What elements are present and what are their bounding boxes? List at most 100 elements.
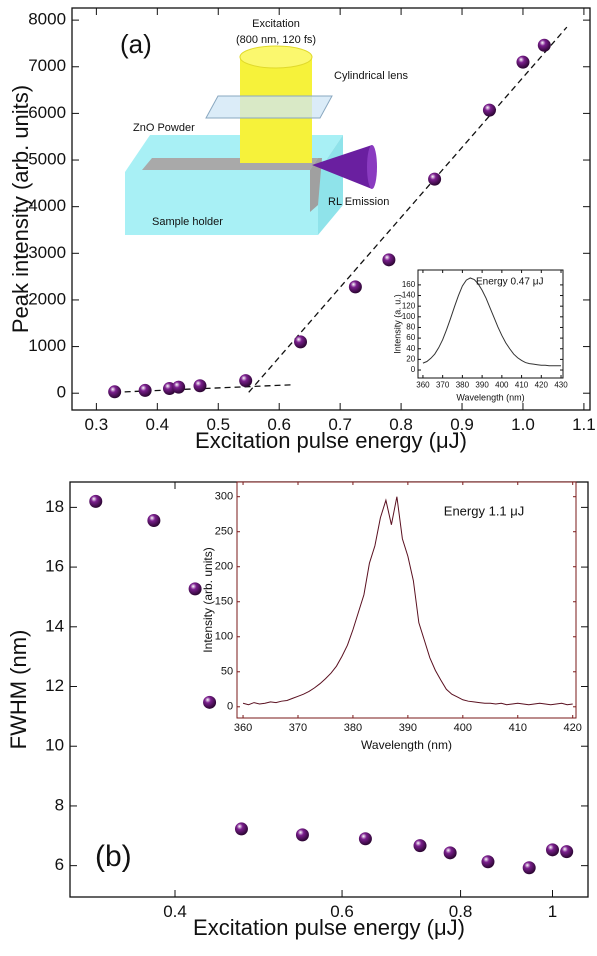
x-axis-title: Wavelength (nm) <box>456 392 524 402</box>
y-tick-label: 8 <box>55 795 64 814</box>
holder-front <box>125 172 318 235</box>
x-tick-label: 0.8 <box>389 415 413 434</box>
x-tick-label: 360 <box>234 722 252 734</box>
x-tick-label: 1 <box>548 902 557 921</box>
y-axis-title: Intensity (a. u.) <box>392 294 402 354</box>
y-tick-label: 6 <box>55 855 64 874</box>
schematic-label: ZnO Powder <box>133 122 195 134</box>
data-point <box>537 38 551 52</box>
y-tick-label: 160 <box>402 280 416 289</box>
data-point <box>188 582 202 596</box>
y-tick-label: 6000 <box>28 103 66 122</box>
data-point <box>428 172 442 186</box>
y-tick-label: 10 <box>45 736 64 755</box>
data-point <box>522 861 536 875</box>
data-point <box>482 103 496 117</box>
x-tick-label: 0.9 <box>450 415 474 434</box>
data-point <box>443 846 457 860</box>
data-point <box>348 280 362 294</box>
panel-label: (a) <box>120 29 152 59</box>
y-tick-label: 4000 <box>28 196 66 215</box>
schematic-label: RL Emission <box>328 196 389 208</box>
powder-side <box>310 158 322 212</box>
y-tick-label: 50 <box>221 666 233 678</box>
y-axis-title: Intensity (arb. units) <box>201 547 215 652</box>
schematic-label: Cylindrical lens <box>334 70 408 82</box>
data-point <box>358 832 372 846</box>
data-point <box>147 514 161 528</box>
y-tick-label: 5000 <box>28 150 66 169</box>
data-point <box>138 383 152 397</box>
x-axis-title: Wavelength (nm) <box>361 738 452 752</box>
data-point <box>108 385 122 399</box>
fit-line <box>248 26 568 393</box>
y-tick-label: 80 <box>406 323 415 332</box>
y-tick-label: 100 <box>402 312 416 321</box>
y-tick-label: 1000 <box>28 336 66 355</box>
y-tick-label: 100 <box>215 631 233 643</box>
schematic-label: Sample holder <box>152 216 223 228</box>
inset-title: Energy 0.47 μJ <box>476 277 543 288</box>
x-tick-label: 0.5 <box>206 415 230 434</box>
x-tick-label: 410 <box>515 380 529 389</box>
beam-top <box>239 45 313 69</box>
x-tick-label: 1.1 <box>572 415 596 434</box>
inset-title: Energy 1.1 μJ <box>444 503 524 518</box>
y-tick-label: 18 <box>45 497 64 516</box>
data-point <box>295 828 309 842</box>
data-point <box>545 843 559 857</box>
data-point <box>239 374 253 388</box>
spectrum-line <box>242 496 573 706</box>
data-point <box>203 695 217 709</box>
spectrum-line <box>422 277 562 367</box>
y-tick-label: 3000 <box>28 243 66 262</box>
y-tick-label: 0 <box>411 365 416 374</box>
data-point <box>481 855 495 869</box>
y-tick-label: 40 <box>406 344 415 353</box>
x-tick-label: 420 <box>564 722 582 734</box>
y-tick-label: 0 <box>227 701 233 713</box>
inset-background <box>237 482 576 718</box>
y-tick-label: 7000 <box>28 56 66 75</box>
x-tick-label: 1.0 <box>511 415 535 434</box>
y-axis-title: Peak intensity (arb. units) <box>8 85 33 333</box>
plot-frame <box>71 7 591 411</box>
panel-label: (b) <box>95 840 132 873</box>
y-tick-label: 200 <box>215 561 233 573</box>
x-tick-label: 0.7 <box>328 415 352 434</box>
y-tick-label: 140 <box>402 291 416 300</box>
y-tick-label: 16 <box>45 557 64 576</box>
x-tick-label: 0.3 <box>85 415 109 434</box>
data-point <box>413 839 427 853</box>
schematic-label: Excitation <box>252 18 300 30</box>
y-tick-label: 14 <box>45 616 64 635</box>
data-point <box>172 380 186 394</box>
x-tick-label: 400 <box>495 380 509 389</box>
x-tick-label: 360 <box>416 380 430 389</box>
emission-cone-end <box>367 145 377 189</box>
x-tick-label: 380 <box>456 380 470 389</box>
lens <box>205 95 333 119</box>
x-tick-label: 0.6 <box>267 415 291 434</box>
data-point <box>294 335 308 349</box>
x-tick-label: 0.4 <box>145 415 169 434</box>
x-tick-label: 0.4 <box>163 902 187 921</box>
y-tick-label: 8000 <box>28 10 66 29</box>
data-point <box>193 379 207 393</box>
data-point <box>382 253 396 267</box>
data-point <box>560 845 574 859</box>
x-axis-title: Excitation pulse energy (μJ) <box>195 428 467 453</box>
x-tick-label: 390 <box>399 722 417 734</box>
y-tick-label: 12 <box>45 676 64 695</box>
schematic-label: (800 nm, 120 fs) <box>236 34 316 46</box>
x-tick-label: 430 <box>554 380 568 389</box>
x-tick-label: 0.8 <box>449 902 473 921</box>
plot-frame <box>417 269 564 379</box>
x-tick-label: 410 <box>509 722 527 734</box>
x-tick-label: 380 <box>344 722 362 734</box>
x-tick-label: 370 <box>436 380 450 389</box>
data-point <box>234 822 248 836</box>
y-tick-label: 150 <box>215 596 233 608</box>
schematic: Excitation (800 nm, 120 fs) Cylindrical … <box>125 18 408 235</box>
